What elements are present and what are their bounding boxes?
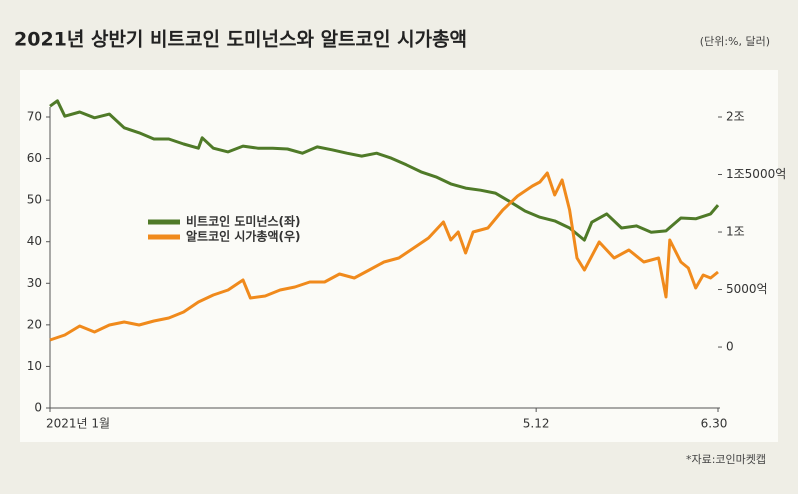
y-tick-label: 0 [34,401,42,415]
plot-panel [20,70,778,442]
y-tick-label: 60 [27,151,42,165]
y2-tick-label: 1조5000억 [726,167,786,181]
chart-title: 2021년 상반기 비트코인 도미넌스와 알트코인 시가총액 [14,29,467,51]
legend-label: 비트코인 도미넌스(좌) [186,214,301,229]
y2-tick-label: 5000억 [726,282,768,296]
x-tick-label: 6.30 [701,417,728,431]
x-tick-label: 2021년 1월 [46,417,110,431]
x-tick-label: 5.12 [523,417,550,431]
y-tick-label: 30 [27,276,42,290]
y-tick-label: 10 [27,359,42,373]
y-tick-label: 50 [27,193,42,207]
y2-tick-label: 1조 [726,225,745,239]
y2-tick-label: 0 [726,340,734,354]
legend-label: 알트코인 시가총액(우) [186,229,301,244]
source: *자료:코인마켓캡 [686,453,766,466]
series-line [49,99,720,242]
series-line [49,171,719,342]
y2-tick-label: 2조 [726,110,745,124]
y-tick-label: 70 [27,110,42,124]
y-tick-label: 20 [27,317,42,331]
y-tick-label: 40 [27,234,42,248]
unit-note: (단위:%, 달러) [700,35,770,48]
